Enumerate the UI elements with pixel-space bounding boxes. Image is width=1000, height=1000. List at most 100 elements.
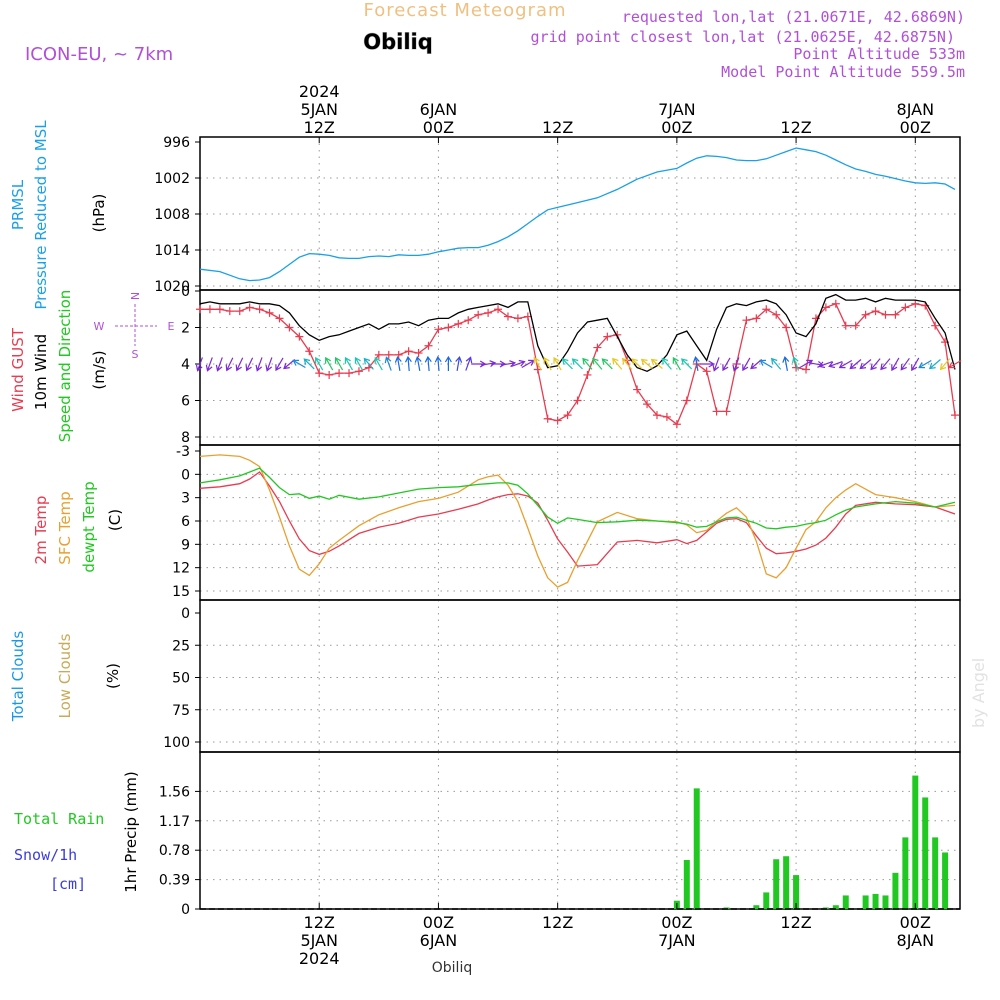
panel-2: -3 0 3 6 9 12 15 — [172, 444, 961, 601]
compass-s: S — [132, 348, 139, 361]
wind-arrow — [672, 356, 681, 371]
gust-marker — [354, 367, 363, 376]
gust-marker — [444, 323, 453, 332]
y-tick-label: 1.56 — [159, 784, 190, 800]
wind-arrow — [275, 357, 284, 372]
gust-marker — [901, 303, 910, 312]
wind-arrow — [434, 355, 442, 372]
series-line — [199, 454, 956, 588]
wind-arrow — [334, 356, 344, 371]
wind-arrow — [561, 358, 573, 370]
y-tick-label: 996 — [163, 135, 190, 151]
pressure-unit-label: (hPa) — [90, 194, 108, 233]
compass-w: W — [94, 320, 105, 333]
gust-marker — [345, 369, 354, 378]
pressure-name-label: PRMSL — [9, 179, 27, 230]
wind-arrow — [928, 359, 941, 370]
y-tick-label: -3 — [176, 444, 190, 460]
bar-rain — [693, 788, 700, 909]
credit-watermark: by Angel — [969, 658, 988, 728]
wind-arrow — [601, 358, 613, 370]
wind-arrow — [799, 359, 814, 369]
y-tick-label: 0 — [181, 902, 190, 918]
bar-rain — [912, 775, 919, 909]
temp-2m-label: 2m Temp — [32, 496, 50, 565]
panel-frame — [199, 136, 961, 291]
bar-rain — [793, 875, 800, 909]
wind-arrow — [770, 357, 782, 370]
wind-gust-label: Wind GUST — [9, 327, 27, 412]
precip-snow-unit-label: [cm] — [50, 875, 86, 893]
bar-rain — [882, 895, 889, 909]
gust-marker — [205, 305, 214, 314]
y-tick-label: 3 — [181, 491, 190, 507]
wind-unit-label: (m/s) — [90, 350, 108, 389]
bar-rain — [842, 895, 849, 909]
wind-arrow — [680, 358, 693, 370]
time-label-top: 12Z — [780, 118, 811, 137]
y-tick-label: 6 — [181, 514, 190, 530]
gust-marker — [325, 370, 334, 379]
wind-arrow — [245, 357, 254, 372]
bar-rain — [723, 907, 730, 909]
wind-arrow — [384, 356, 392, 371]
wind-arrow — [303, 358, 315, 370]
wind-arrow — [759, 359, 773, 369]
gust-marker — [414, 349, 423, 358]
panels: 996100210081014102002468-303691215025507… — [154, 135, 962, 918]
y-tick-label: 50 — [172, 671, 190, 687]
gust-marker — [394, 350, 403, 359]
gust-marker — [722, 407, 731, 416]
time-label-bottom: 00Z — [900, 913, 931, 932]
gust-marker — [374, 350, 383, 359]
wind-arrow — [818, 361, 833, 369]
wind-arrow — [838, 359, 853, 369]
y-tick-label: 12 — [172, 561, 190, 577]
wind-arrow — [880, 358, 891, 371]
wind-10m-label: 10m Wind — [32, 334, 50, 410]
panel-frame — [199, 289, 961, 446]
y-tick-label: 1002 — [154, 171, 190, 187]
time-label-top: 00Z — [423, 118, 454, 137]
pressure-desc-label: Pressure Reduced to MSL — [32, 120, 50, 310]
gust-marker — [454, 319, 463, 328]
y-tick-label: 4 — [181, 357, 190, 373]
wind-arrow — [621, 357, 633, 370]
wind-arrow — [661, 357, 672, 370]
gust-marker — [831, 299, 840, 308]
wind-arrow — [424, 355, 432, 372]
gust-marker — [772, 310, 781, 319]
model-label: ICON-EU, ~ 7km — [25, 44, 173, 65]
gust-marker — [593, 343, 602, 352]
compass-rose: N E S W — [94, 292, 175, 361]
gust-marker — [782, 323, 791, 332]
gust-marker — [881, 310, 890, 319]
wind-arrow — [511, 359, 526, 367]
wind-arrow — [394, 355, 402, 372]
precip-snow-label: Snow/1h — [14, 846, 77, 864]
wind-arrow — [553, 356, 562, 371]
wind-arrow — [911, 357, 920, 372]
wind-arrow — [612, 357, 623, 370]
panel-frame — [199, 599, 961, 753]
time-label-bottom: 12Z — [542, 913, 573, 932]
precip-axis-label: 1hr Precip (mm) — [122, 771, 140, 892]
bar-rain — [763, 892, 770, 909]
gust-marker — [424, 341, 433, 350]
clouds-total-label: Total Clouds — [9, 631, 27, 723]
wind-arrow — [533, 356, 542, 371]
wind-arrow — [235, 357, 244, 372]
time-label-bottom: 12Z — [304, 913, 335, 932]
gust-marker — [275, 314, 284, 323]
clouds-unit-label: (%) — [104, 663, 122, 689]
gust-marker — [682, 396, 691, 405]
wind-arrow — [500, 360, 517, 368]
time-label-top: 12Z — [304, 118, 335, 137]
gust-marker — [821, 303, 830, 312]
footer-location: Obiliq — [432, 960, 472, 976]
wind-arrow — [255, 357, 263, 372]
gust-marker — [245, 303, 254, 312]
wind-arrow — [592, 357, 603, 370]
